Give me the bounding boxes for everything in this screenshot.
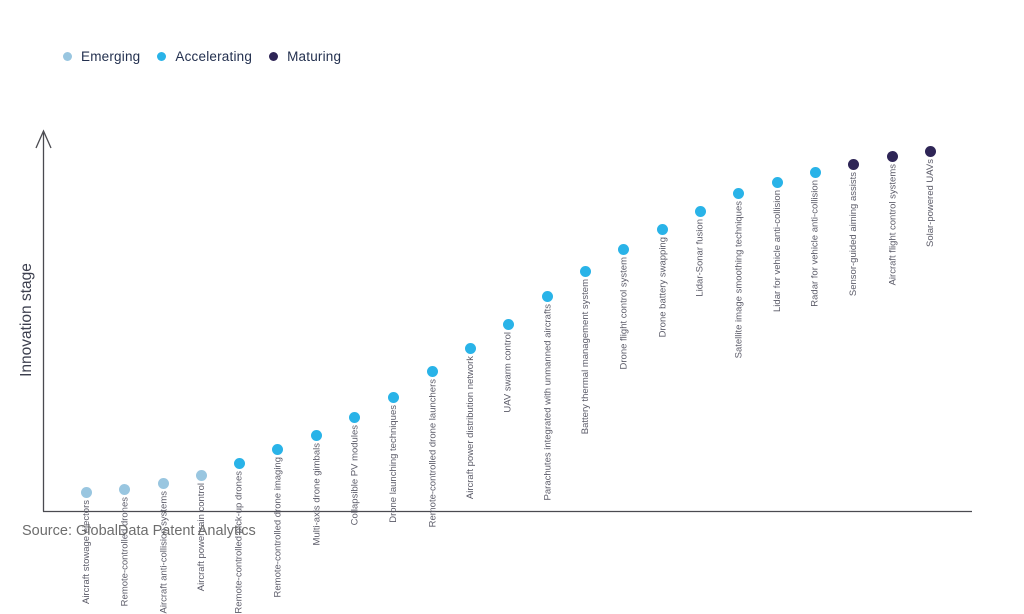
legend-label: Emerging [81, 49, 141, 64]
data-point-label: Battery thermal management system [580, 279, 591, 435]
data-point-label: Aircraft power distribution network [465, 356, 476, 500]
innovation-stage-chart: Emerging Accelerating Maturing Innovation … [18, 49, 972, 614]
legend: Emerging Accelerating Maturing [63, 49, 341, 64]
data-point-label: Aircraft anti-collision systems [158, 491, 169, 614]
maturing-dot-icon [886, 150, 898, 162]
data-point-label: Aircraft flight control systems [887, 164, 898, 286]
maturing-dot-icon [924, 145, 936, 157]
accelerating-dot-icon [694, 205, 706, 217]
emerging-dot-icon [157, 477, 169, 489]
data-point-label: Parachutes integrated with unmanned airc… [542, 304, 553, 501]
data-point-label: Collapsible PV modules [349, 425, 360, 526]
accelerating-dot-icon [502, 318, 514, 330]
emerging-dot-icon [118, 483, 130, 495]
accelerating-dot-icon [809, 166, 821, 178]
data-point-label: Remote-controlled drones [119, 497, 130, 607]
emerging-dot-icon [80, 486, 92, 498]
legend-label: Maturing [287, 49, 342, 64]
accelerating-legend-dot-icon [157, 52, 167, 61]
accelerating-dot-icon [617, 243, 629, 255]
data-point-label: Radar for vehicle anti-collision [810, 180, 821, 307]
accelerating-dot-icon [579, 265, 591, 277]
legend-item-accelerating: Accelerating [157, 49, 252, 64]
data-point-label: Remote-controlled drone launchers [427, 379, 438, 528]
maturing-dot-icon [847, 158, 859, 170]
legend-item-emerging: Emerging [63, 49, 140, 64]
data-point-label: Drone launching techniques [388, 405, 399, 523]
legend-label: Accelerating [175, 49, 253, 64]
accelerating-dot-icon [541, 290, 553, 302]
data-point-label: Lidar for vehicle anti-collision [772, 190, 783, 312]
accelerating-dot-icon [271, 443, 283, 455]
plot-area: Aircraft stowage ejectors Remote-controll… [80, 145, 936, 614]
accelerating-dot-icon [426, 365, 438, 377]
maturing-legend-dot-icon [269, 52, 279, 61]
y-axis-arrow-icon [35, 129, 52, 149]
data-point-label: Multi-axis drone gimbals [311, 443, 322, 546]
data-point-label: UAV swarm control [503, 332, 514, 413]
accelerating-dot-icon [348, 411, 360, 423]
data-point-label: Remote-controlled drone imaging [272, 457, 283, 598]
data-point-label: Remote-controlled pick-up drones [234, 471, 245, 614]
axes [35, 129, 972, 513]
accelerating-dot-icon [387, 391, 399, 403]
emerging-dot-icon [195, 469, 207, 481]
legend-item-maturing: Maturing [269, 49, 341, 64]
accelerating-dot-icon [310, 429, 322, 441]
data-point-label: Satellite image smoothing techniques [733, 201, 744, 359]
data-point-label: Lidar-Sonar fusion [695, 219, 706, 297]
data-point-label: Aircraft stowage ejectors [81, 500, 92, 605]
data-point-label: Drone flight control system [618, 257, 629, 370]
data-point-label: Solar-powered UAVs [925, 159, 936, 248]
data-point-label: Sensor-guided aiming assists [848, 172, 859, 297]
accelerating-dot-icon [771, 176, 783, 188]
accelerating-dot-icon [656, 223, 668, 235]
accelerating-dot-icon [233, 457, 245, 469]
accelerating-dot-icon [464, 342, 476, 354]
data-point-label: Drone battery swapping [657, 237, 668, 338]
source-text: Source: GlobalData Patent Analytics [22, 523, 256, 539]
accelerating-dot-icon [732, 187, 744, 199]
emerging-legend-dot-icon [63, 52, 72, 61]
